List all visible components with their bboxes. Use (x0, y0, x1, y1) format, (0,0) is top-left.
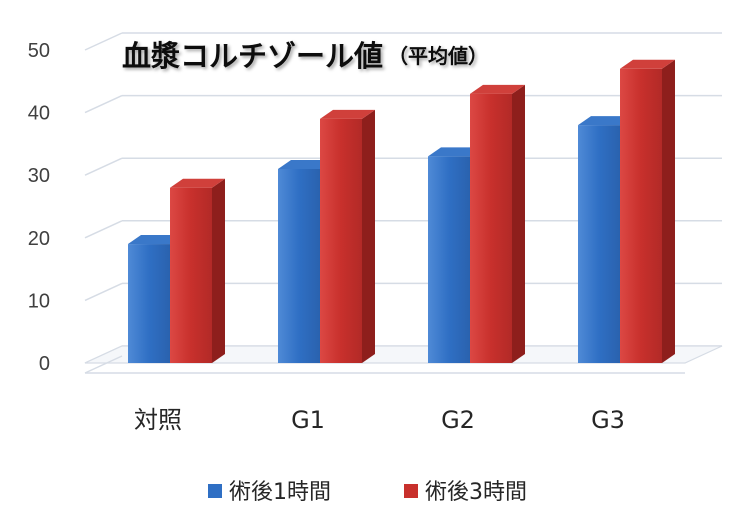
bar-top (320, 109, 375, 119)
y-axis-ticks: 0 10 20 30 40 50 (28, 40, 50, 375)
bar-front (278, 168, 320, 363)
bar-top (578, 116, 633, 126)
bar-front (470, 93, 512, 363)
gridline-wall (84, 220, 123, 239)
chart-title-sub: （平均値） (388, 44, 488, 68)
bar-top (428, 147, 483, 157)
y-tick-label: 0 (39, 353, 50, 375)
chart-title-main: 血漿コルチゾール値 (122, 39, 383, 73)
bar-side (512, 84, 525, 363)
y-tick-label: 10 (28, 290, 50, 312)
bar-top (170, 178, 225, 188)
floor-left-edge (84, 355, 123, 374)
gridline-wall (84, 157, 123, 176)
x-category-label: 対照 (134, 406, 182, 434)
bar-side (212, 178, 225, 363)
y-tick-label: 50 (28, 40, 50, 62)
legend-label-series-1: 術後1時間 (229, 480, 331, 505)
bar-front (620, 68, 662, 363)
bar-side (662, 59, 675, 363)
bar (320, 109, 375, 363)
legend-label-series-2: 術後3時間 (425, 480, 527, 505)
y-tick-label: 20 (28, 228, 50, 250)
bar-top (278, 159, 333, 169)
x-category-label: G1 (291, 406, 325, 434)
gridline-wall (84, 282, 123, 302)
bar-top (128, 235, 183, 245)
x-axis-labels: 対照 G1 G2 G3 (134, 406, 625, 434)
bar-front (578, 125, 620, 364)
legend-swatch-series-2 (404, 484, 418, 498)
bar-side (362, 109, 375, 363)
gridline-wall (84, 32, 123, 51)
x-category-label: G2 (441, 406, 475, 434)
bar-front (170, 187, 212, 363)
bar-top (470, 84, 525, 94)
legend: 術後1時間 術後3時間 (208, 480, 527, 505)
bar-front (428, 156, 470, 363)
bar (170, 178, 225, 363)
bar-front (320, 118, 362, 363)
bar (470, 84, 525, 363)
bar-top (620, 59, 675, 69)
legend-swatch-series-1 (208, 484, 222, 498)
bar (620, 59, 675, 363)
bar-front (128, 244, 170, 363)
gridline-wall (84, 94, 123, 114)
bars (128, 59, 675, 364)
chart-title: 血漿コルチゾール値 （平均値） (122, 39, 488, 73)
x-category-label: G3 (591, 406, 625, 434)
y-tick-label: 40 (28, 103, 50, 125)
y-tick-label: 30 (28, 165, 50, 187)
